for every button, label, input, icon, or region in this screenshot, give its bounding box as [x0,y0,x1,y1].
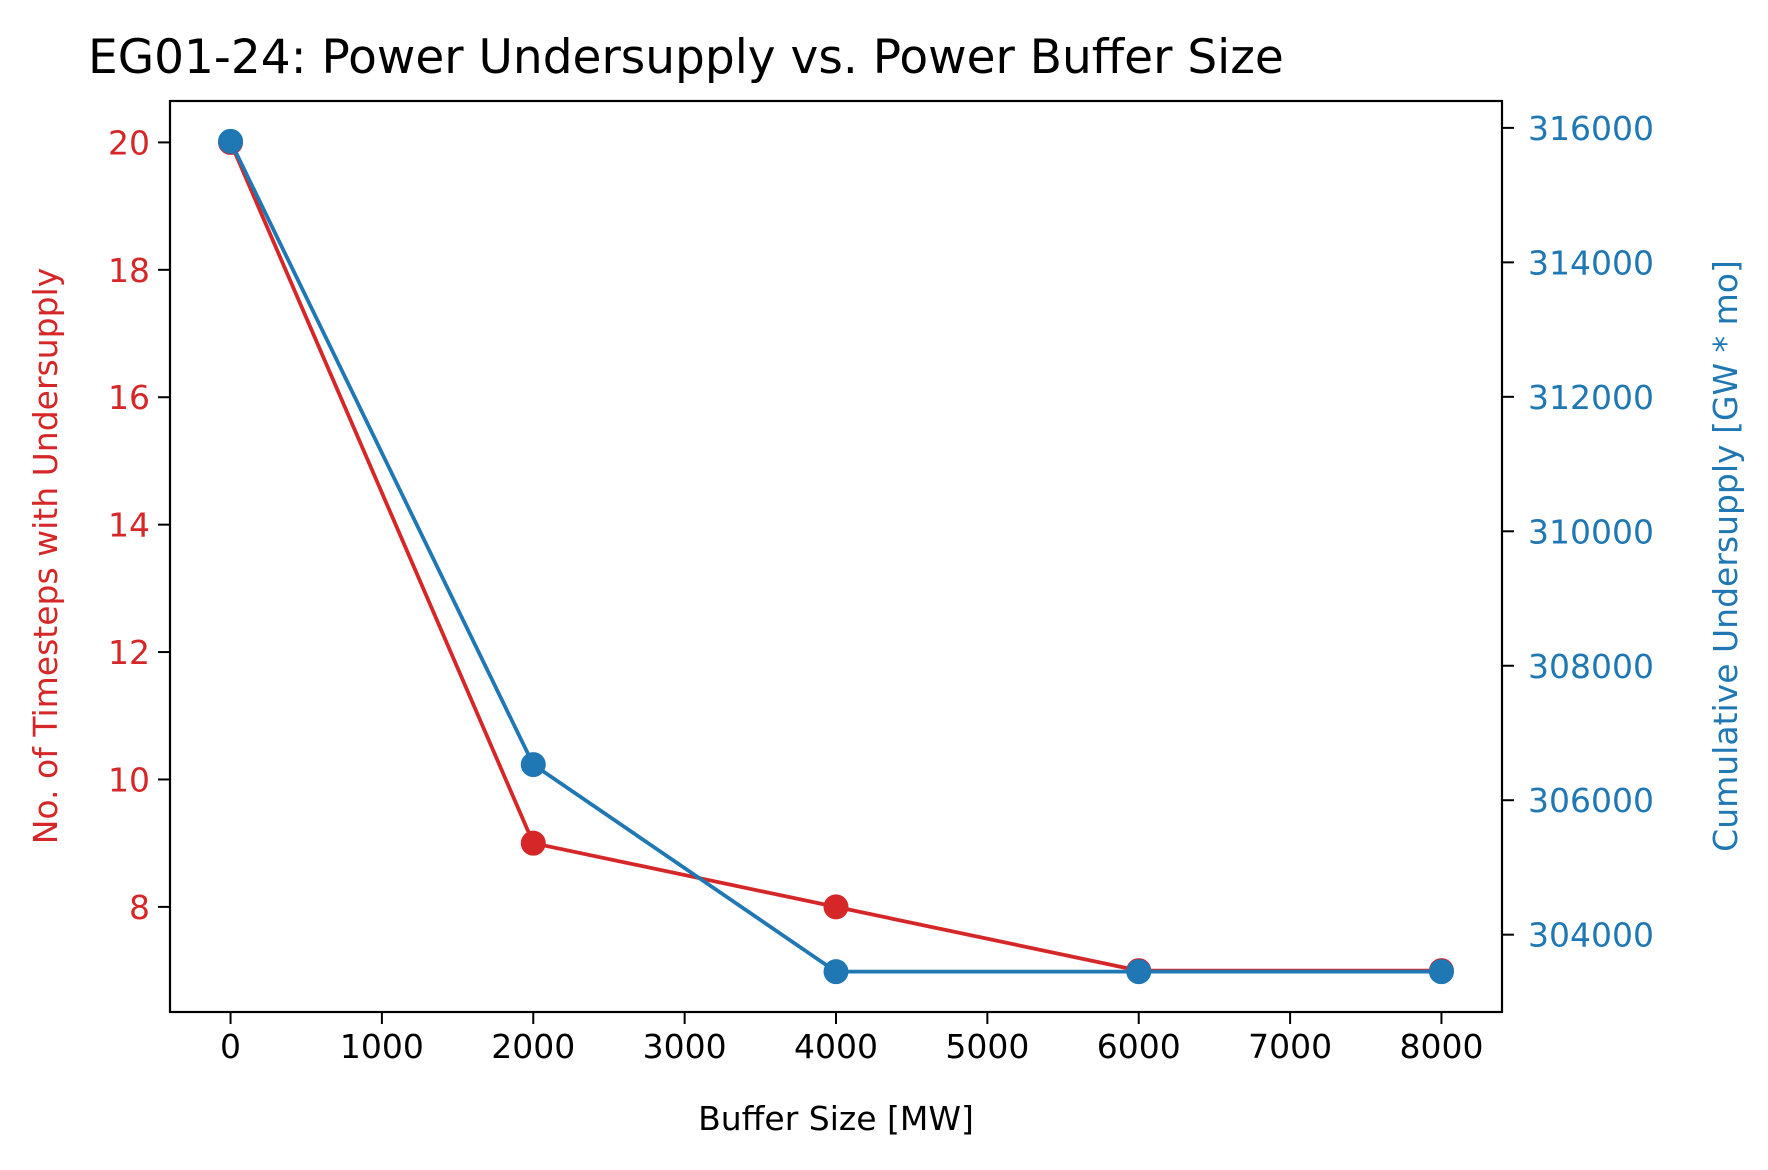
right-y-axis-ticks: 304000 306000 308000 310000 312000 314000 3160… [1502,109,1654,955]
right-y-tick-label: 304000 [1528,916,1654,955]
left-y-tick-label: 14 [108,506,150,545]
x-tick-label: 2000 [491,1027,575,1066]
right-y-tick-label: 310000 [1528,512,1654,551]
series-left-point [520,830,546,856]
series-left-point [823,894,849,920]
right-y-tick-label: 316000 [1528,109,1654,148]
x-tick-label: 3000 [643,1027,727,1066]
right-y-tick-label: 312000 [1528,378,1654,417]
x-tick-label: 5000 [945,1027,1029,1066]
right-y-axis-label: Cumulative Undersupply [GW * mo] [1706,260,1745,852]
x-tick-label: 1000 [340,1027,424,1066]
right-y-tick-label: 306000 [1528,781,1654,820]
left-y-tick-label: 16 [108,378,150,417]
left-y-tick-label: 12 [108,633,150,672]
x-tick-label: 6000 [1097,1027,1181,1066]
x-tick-label: 8000 [1399,1027,1483,1066]
left-y-tick-label: 20 [108,123,150,162]
x-axis-label: Buffer Size [MW] [698,1099,974,1138]
x-tick-label: 4000 [794,1027,878,1066]
left-y-axis-ticks: 8 10 12 14 16 18 20 [108,123,170,927]
series-right-point [218,128,244,154]
series-right-point [823,959,849,985]
series-right-point [520,752,546,778]
x-tick-label: 7000 [1248,1027,1332,1066]
series-right-point [1428,959,1454,985]
series-right-point [1126,959,1152,985]
right-y-tick-label: 308000 [1528,647,1654,686]
left-y-tick-label: 10 [108,760,150,799]
left-y-tick-label: 8 [129,888,150,927]
left-y-tick-label: 18 [108,251,150,290]
series-right-line [228,140,1442,974]
x-axis-ticks: 0 1000 2000 3000 4000 5000 6000 7000 8000 [220,1012,1483,1066]
left-y-axis-label: No. of Timesteps with Undersupply [26,268,65,845]
plot-area-frame [168,99,1504,1014]
chart-title: EG01-24: Power Undersupply vs. Power Buf… [88,30,1284,85]
x-tick-label: 0 [220,1027,241,1066]
series-left-line [228,141,1442,973]
series-layer [218,128,1454,985]
right-y-tick-label: 314000 [1528,243,1654,282]
